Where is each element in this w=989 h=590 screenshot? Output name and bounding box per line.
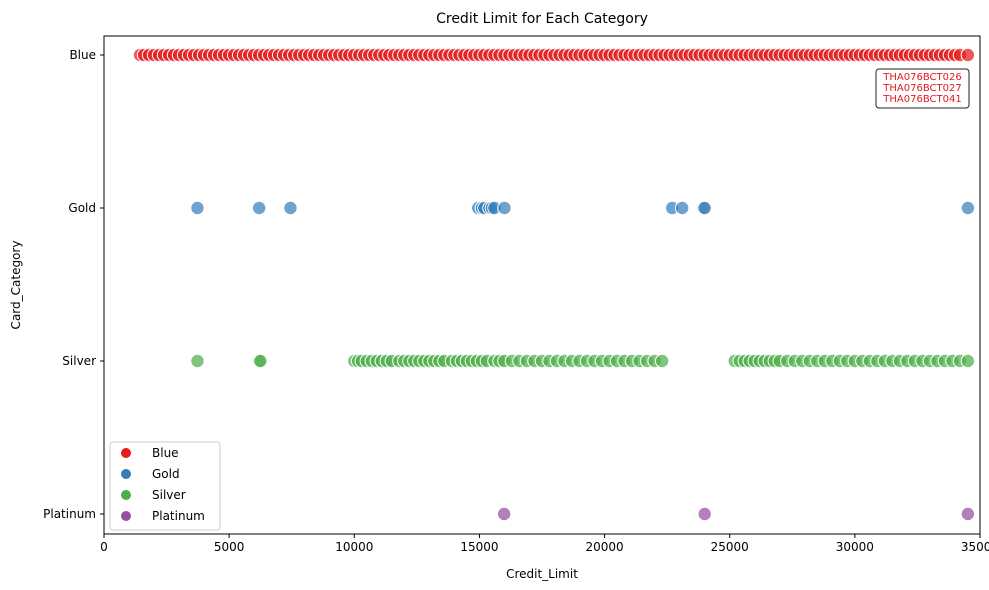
legend-label: Gold (152, 467, 180, 481)
x-tick-label: 20000 (585, 540, 623, 554)
chart-title: Credit Limit for Each Category (436, 11, 648, 27)
annotation-label: THA076BCT041 (882, 94, 961, 105)
x-tick-label: 10000 (335, 540, 373, 554)
data-point (253, 353, 268, 369)
x-tick-label: 30000 (836, 540, 874, 554)
legend-label: Blue (152, 446, 179, 460)
plot-frame (103, 35, 981, 535)
legend-label: Silver (152, 488, 186, 502)
legend-item-platinum: Platinum (120, 509, 205, 523)
data-point (674, 200, 690, 216)
legend: Blue Gold Silver Platinum (109, 441, 221, 531)
x-tick-label: 5000 (214, 540, 245, 554)
y-axis-title: Card_Category (9, 241, 23, 330)
y-tick-label: Platinum (43, 507, 96, 521)
data-point (960, 200, 976, 216)
x-axis-title: Credit_Limit (506, 567, 578, 581)
x-tick-label: 35000 (961, 540, 989, 554)
y-tick-label: Silver (62, 354, 96, 368)
data-point (654, 353, 670, 369)
x-tick-label: 25000 (711, 540, 749, 554)
series-platinum (496, 506, 976, 522)
legend-marker (120, 489, 132, 501)
data-point (283, 200, 298, 216)
series-silver (190, 353, 976, 369)
data-point (251, 200, 267, 216)
data-point (190, 353, 205, 369)
data-point (697, 506, 712, 522)
data-point (190, 200, 205, 216)
annotation-label: THA076BCT026 (882, 72, 961, 83)
data-point (960, 353, 976, 369)
legend-box (109, 441, 221, 531)
data-point (960, 47, 976, 63)
y-axis-ticks: Blue Gold Silver Platinum (43, 48, 104, 521)
points-layer (132, 47, 976, 522)
annotation-label: THA076BCT027 (882, 83, 961, 94)
legend-item-silver: Silver (120, 488, 186, 502)
legend-label: Platinum (152, 509, 205, 523)
legend-marker (120, 510, 132, 522)
x-axis-ticks: 0 5000 10000 15000 20000 25000 30000 35000 (100, 534, 989, 554)
x-tick-label: 15000 (460, 540, 498, 554)
data-point (960, 506, 976, 522)
series-gold (190, 200, 976, 216)
series-blue (132, 47, 976, 63)
data-point (497, 200, 512, 216)
legend-marker (120, 468, 132, 480)
data-point (496, 506, 512, 522)
annotation-box (875, 68, 970, 109)
legend-item-gold: Gold (120, 467, 180, 481)
x-tick-label: 0 (100, 540, 108, 554)
y-tick-label: Blue (69, 48, 96, 62)
legend-item-blue: Blue (120, 446, 179, 460)
y-tick-label: Gold (68, 201, 96, 215)
data-point (697, 200, 712, 216)
legend-marker (120, 447, 132, 459)
